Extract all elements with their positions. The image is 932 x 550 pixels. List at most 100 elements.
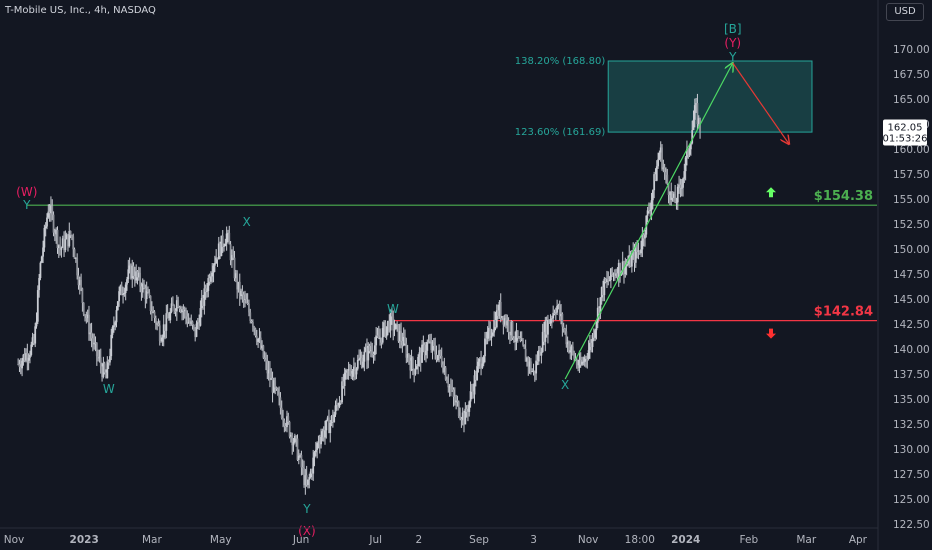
candle-body — [431, 342, 434, 351]
candle-body — [330, 415, 333, 423]
candle-body — [482, 356, 485, 364]
candle-body — [212, 265, 215, 273]
candle-body — [93, 342, 96, 345]
candle-body — [124, 284, 127, 294]
candle-body — [107, 361, 110, 363]
candle-body — [143, 283, 145, 289]
y-tick-label: 130.00 — [893, 444, 930, 456]
candle-body — [558, 305, 561, 317]
candle-body — [173, 305, 176, 311]
candle-body — [362, 361, 364, 368]
price-candles — [17, 93, 701, 495]
candle-body — [185, 310, 187, 317]
candle-body — [111, 327, 114, 335]
candle-body — [609, 268, 612, 280]
green-trend-line[interactable] — [564, 63, 733, 380]
candle-body — [634, 247, 637, 263]
candle-body — [478, 358, 481, 362]
candle-body — [80, 280, 82, 289]
candle-body — [148, 292, 151, 296]
candle-body — [372, 354, 375, 355]
candle-body — [373, 345, 376, 355]
candle-body — [255, 335, 258, 342]
y-tick-label: 125.00 — [893, 494, 930, 506]
candle-body — [686, 148, 688, 158]
candle-body — [202, 297, 204, 306]
candle-body — [693, 105, 696, 120]
candle-body — [409, 360, 412, 371]
candle-body — [398, 331, 401, 342]
candle-body — [141, 283, 144, 293]
candle-body — [667, 184, 670, 195]
candle-body — [350, 373, 353, 377]
candle-body — [109, 356, 111, 363]
candle-body — [270, 377, 273, 380]
candle-body — [44, 226, 47, 228]
candle-body — [296, 438, 299, 460]
candle-body — [25, 353, 27, 361]
candle-body — [561, 313, 564, 327]
candle-body — [602, 287, 604, 296]
candle-body — [657, 159, 659, 167]
trend-projection-lines[interactable] — [564, 62, 789, 380]
candle-body — [644, 234, 646, 239]
currency-button[interactable]: USD — [886, 3, 924, 21]
candle-body — [598, 307, 600, 314]
candle-body — [339, 402, 342, 404]
candle-body — [110, 334, 113, 357]
candle-body — [689, 143, 692, 150]
bar-countdown: 01:53:26 — [883, 134, 928, 145]
fib-zone-rect[interactable] — [607, 60, 813, 133]
candle-body — [414, 369, 417, 375]
candle-body — [166, 313, 169, 319]
candle-body — [220, 235, 223, 257]
candle-body — [666, 174, 669, 185]
red-projection-line[interactable] — [732, 62, 789, 144]
candle-body — [662, 167, 665, 169]
y-tick-label: 170.00 — [893, 44, 930, 56]
candle-body — [536, 360, 539, 362]
candle-body — [429, 341, 431, 343]
candle-body — [410, 357, 413, 371]
candle-body — [179, 308, 182, 313]
candle-body — [655, 166, 658, 181]
candle-body — [447, 382, 450, 388]
candle-body — [600, 287, 603, 298]
candle-body — [464, 408, 467, 425]
candle-body — [139, 272, 142, 287]
candle-body — [114, 322, 117, 326]
candle-body — [549, 319, 552, 324]
candle-body — [290, 434, 292, 437]
candle-body — [22, 354, 25, 361]
candle-body — [575, 359, 578, 366]
candle-body — [419, 352, 422, 363]
candle-body — [672, 193, 675, 198]
candle-body — [491, 332, 494, 336]
candle-body — [304, 475, 307, 486]
candle-body — [589, 342, 591, 351]
chart-title: T-Mobile US, Inc., 4h, NASDAQ — [4, 5, 156, 16]
candle-body — [21, 360, 23, 369]
support-resistance-lines[interactable]: $154.38 $142.84 — [26, 187, 877, 339]
candle-body — [596, 307, 599, 323]
candle-body — [648, 210, 650, 212]
candle-body — [579, 359, 582, 365]
candle-body — [345, 369, 347, 373]
time-axis[interactable]: Nov 2023 Mar May Jun Jul 2 Sep 3 Nov 18:00 2024 Feb M… — [0, 527, 878, 546]
candle-body — [245, 299, 248, 304]
candle-body — [467, 411, 469, 413]
candle-body — [164, 324, 166, 331]
x-tick-label: Mar — [796, 534, 816, 546]
candle-body — [32, 337, 35, 344]
candle-body — [271, 377, 274, 393]
candle-body — [432, 342, 435, 346]
candle-body — [347, 369, 350, 371]
candle-body — [27, 357, 30, 361]
fibonacci-target-zone[interactable]: 138.20% (168.80) 123.60% (161.69) — [515, 56, 813, 138]
candle-body — [499, 301, 502, 318]
candle-body — [674, 193, 677, 203]
candle-body — [435, 354, 438, 361]
price-axis[interactable]: 170.00167.50165.00162.50160.00157.50155.… — [877, 0, 930, 550]
candle-body — [430, 341, 433, 351]
